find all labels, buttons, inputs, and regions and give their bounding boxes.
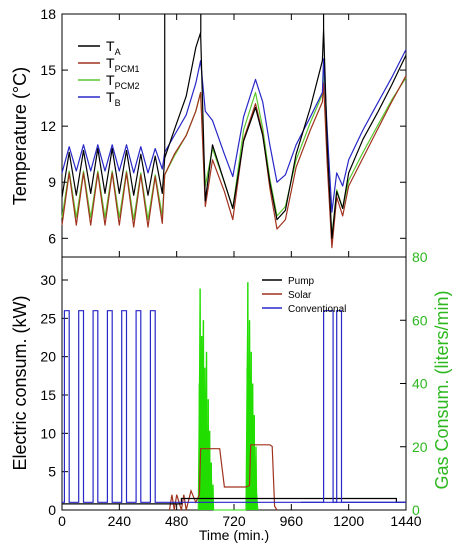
bottom-x-tick-label: 0 xyxy=(58,513,66,529)
bottom-y-tick-label: 25 xyxy=(40,310,56,326)
bottom-y-ticks: 0 5 10 15 20 25 30 xyxy=(40,272,68,518)
bottom-y-tick-label: 5 xyxy=(48,464,56,480)
series-line-t-pcm1 xyxy=(61,75,407,249)
top-y-tick-label: 9 xyxy=(48,174,56,190)
bottom-x-tick-label: 1440 xyxy=(390,513,421,529)
top-y-ticks: 6 9 12 15 18 xyxy=(40,6,406,246)
bottom-y-tick-label: 10 xyxy=(40,425,56,441)
bottom-right-y-tick-label: 20 xyxy=(412,439,428,455)
bottom-plot-frame xyxy=(61,256,407,511)
bottom-y-axis-label: Electric consum. (kW) xyxy=(10,295,30,470)
top-y-tick-label: 12 xyxy=(40,118,56,134)
legend-label-t-pcm2: TPCM2 xyxy=(106,72,140,91)
series-line-gas xyxy=(197,282,259,511)
bottom-right-y-tick-label: 0 xyxy=(412,502,420,518)
top-series xyxy=(61,14,407,249)
legend-label-pump: Pump xyxy=(288,276,315,287)
top-x-ticks xyxy=(61,14,407,257)
top-y-tick-label: 18 xyxy=(40,6,56,22)
bottom-panel: Electric consum. (kW) Gas Consum. (liter… xyxy=(10,249,452,543)
bottom-y-tick-label: 20 xyxy=(40,349,56,365)
top-y-tick-label: 6 xyxy=(48,230,56,246)
legend-label-solar: Solar xyxy=(288,290,312,301)
legend-label-t-b: TB xyxy=(106,89,121,108)
series-line-t-b xyxy=(61,49,407,213)
series-line-conventional-late xyxy=(300,310,406,503)
bottom-right-y-tick-label: 60 xyxy=(412,312,428,328)
legend-label-t-pcm1: TPCM1 xyxy=(106,55,140,74)
top-y-tick-label: 15 xyxy=(40,62,56,78)
bottom-x-tick-label: 240 xyxy=(108,513,132,529)
bottom-x-tick-label: 480 xyxy=(165,513,189,529)
bottom-right-y-tick-label: 40 xyxy=(412,376,428,392)
bottom-right-y-tick-label: 80 xyxy=(412,249,428,265)
bottom-series xyxy=(62,282,406,511)
series-line-conventional xyxy=(62,310,406,503)
bottom-x-ticks: 0 240 480 720 960 1200 1440 xyxy=(58,504,422,529)
bottom-x-axis-label: Time (min.) xyxy=(199,527,269,543)
top-y-axis-label: Temperature (°C) xyxy=(10,67,30,205)
bottom-y-tick-label: 15 xyxy=(40,387,56,403)
bottom-x-tick-label: 720 xyxy=(222,513,246,529)
legend-label-conventional: Conventional xyxy=(288,304,346,315)
bottom-y-tick-label: 0 xyxy=(48,502,56,518)
series-line-t-a xyxy=(61,28,407,239)
bottom-y-tick-label: 30 xyxy=(40,272,56,288)
bottom-right-y-ticks: 0 20 40 60 80 xyxy=(400,249,428,518)
legend-label-t-a: TA xyxy=(106,38,121,57)
bottom-x-tick-label: 960 xyxy=(280,513,304,529)
bottom-right-y-axis-label: Gas Consum. (liters/min) xyxy=(432,290,452,489)
bottom-legend: Pump Solar Conventional xyxy=(262,276,346,315)
bottom-x-tick-label: 1200 xyxy=(333,513,364,529)
